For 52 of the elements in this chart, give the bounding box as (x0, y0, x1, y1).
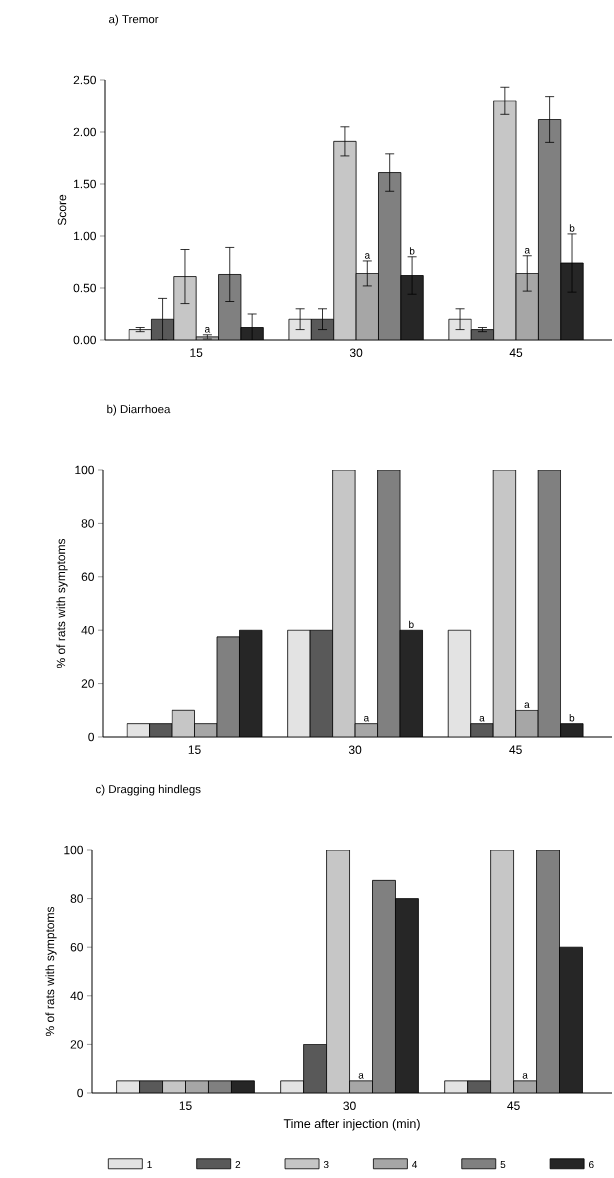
legend-label: 1 (147, 1161, 152, 1168)
x-tick-label: 15 (190, 348, 203, 357)
x-axis-title: Time after injection (min) (283, 1118, 420, 1131)
x-tick-label: 15 (188, 745, 201, 754)
data-label: a (479, 715, 485, 722)
data-label: b (569, 224, 575, 232)
y-tick-label: 1.00 (74, 231, 96, 241)
chart-title: c) Dragging hindlegs (96, 784, 201, 796)
y-tick-label: 40 (70, 991, 83, 1001)
x-tick-label: 30 (343, 1101, 356, 1111)
y-tick-label: 60 (81, 572, 94, 582)
data-label: a (364, 253, 371, 259)
y-axis-title: Score (57, 194, 67, 226)
x-tick-label: 45 (507, 1101, 520, 1110)
y-tick-label: 100 (75, 465, 94, 475)
y-tick-label: 60 (70, 942, 83, 952)
data-label: a (522, 1073, 528, 1079)
y-tick-label: 80 (81, 519, 94, 528)
y-tick-label: 20 (81, 679, 94, 688)
legend-label: 6 (589, 1161, 594, 1169)
y-tick-label: 1.50 (74, 179, 96, 189)
y-tick-label: 0.00 (73, 335, 96, 345)
x-tick-label: 45 (509, 745, 522, 754)
data-label: b (569, 714, 575, 722)
data-label: b (409, 620, 414, 628)
chart-title: b) Diarrhoea (107, 404, 171, 416)
y-axis-title: % of rats with symptoms (56, 538, 68, 669)
y-tick-label: 0.50 (73, 283, 96, 293)
y-tick-label: 20 (70, 1040, 83, 1049)
x-tick-label: 30 (348, 745, 362, 755)
legend-label: 2 (235, 1161, 241, 1169)
x-tick-label: 15 (179, 1101, 192, 1110)
data-label: a (205, 327, 211, 333)
data-label: a (363, 715, 370, 722)
chart-title: a) Tremor (109, 14, 159, 26)
x-tick-label: 30 (349, 348, 363, 358)
y-tick-label: 40 (81, 625, 94, 635)
data-label: b (409, 247, 415, 255)
y-tick-label: 0 (88, 732, 94, 742)
y-tick-label: 2.00 (73, 127, 96, 137)
legend-label: 4 (412, 1161, 418, 1168)
y-axis-title: % of rats with symptoms (45, 906, 57, 1037)
legend-label: 3 (323, 1161, 329, 1169)
y-tick-label: 100 (64, 845, 83, 855)
data-label: a (524, 702, 530, 709)
y-tick-label: 80 (70, 894, 83, 903)
data-label: a (524, 248, 531, 254)
y-tick-label: 0 (77, 1088, 83, 1098)
y-tick-label: 2.50 (73, 75, 96, 85)
x-tick-label: 45 (509, 348, 523, 357)
data-label: a (358, 1073, 364, 1079)
legend-label: 5 (500, 1161, 506, 1169)
